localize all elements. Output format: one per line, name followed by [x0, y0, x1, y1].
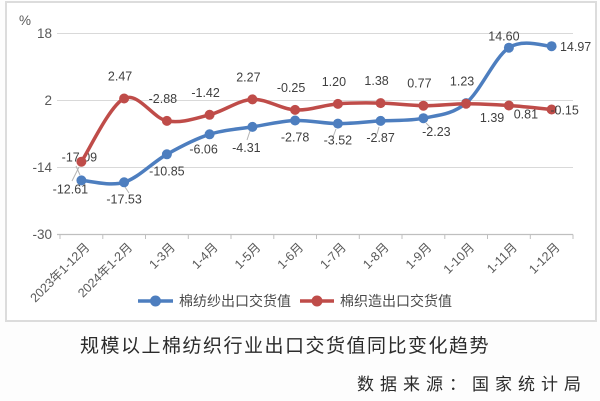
weaving-series-data-label: 1.20: [322, 75, 346, 89]
weaving-series-data-point-marker: [546, 104, 557, 115]
x-axis-category-label: 1-10月: [441, 240, 477, 276]
weaving-series-data-point-marker: [418, 100, 429, 111]
yarn-series-data-point-marker: [247, 121, 258, 132]
yarn-series-data-point-marker: [375, 115, 386, 126]
weaving-series-data-label: -12.61: [53, 183, 88, 197]
weaving-series-data-label: 0.77: [407, 77, 431, 91]
weaving-series-data-point-marker: [161, 115, 172, 126]
y-axis-tick-label: -30: [32, 227, 52, 242]
weaving-series-data-point-marker: [204, 109, 215, 120]
weaving-series-data-point-marker: [332, 98, 343, 109]
y-axis-unit-label: %: [19, 13, 31, 28]
yarn-series-data-point-marker: [546, 41, 557, 52]
legend-label: 棉织造出口交货值: [340, 293, 452, 309]
label-leader-line: [71, 166, 80, 182]
yarn-series-data-label: 14.97: [560, 40, 591, 54]
yarn-series-data-point-marker: [332, 118, 343, 129]
legend-point-marker: [311, 295, 323, 307]
weaving-series-data-point-marker: [461, 98, 472, 109]
yarn-series-data-label: -10.85: [149, 164, 184, 178]
label-leader-line: [425, 122, 432, 129]
weaving-series-data-label: -1.42: [191, 86, 220, 100]
weaving-series-line: [79, 95, 554, 164]
label-leader-line: [124, 186, 130, 194]
weaving-series-data-label: 0.81: [514, 108, 538, 122]
chart-title: 规模以上棉纺织行业出口交货值同比变化趋势: [79, 336, 490, 357]
legend-point-marker: [150, 295, 161, 307]
weaving-series-data-label: 2.27: [236, 70, 260, 84]
x-axis-category-label: 1-12月: [526, 240, 562, 276]
chart-frame: [5, 1, 597, 322]
yarn-series-data-point-marker: [204, 129, 215, 140]
x-axis-category-label: 1-6月: [275, 240, 307, 272]
label-leader-line: [246, 130, 251, 141]
weaving-series-data-point-marker: [119, 93, 130, 104]
weaving-series-data-point-marker: [76, 156, 87, 167]
yarn-series-data-point-marker: [161, 149, 172, 160]
x-axis-category-label: 1-5月: [232, 240, 264, 272]
x-axis-category-label: 1-3月: [146, 240, 178, 272]
weaving-series-data-label: -0.25: [277, 81, 306, 95]
yarn-series-data-label: -2.87: [366, 131, 395, 145]
legend-item-yarn-series: 棉纺纱出口交货值: [138, 293, 291, 309]
weaving-series-data-label: 1.23: [450, 75, 474, 89]
yarn-series-data-point-marker: [76, 175, 87, 186]
data-source-note: 数据来源：国家统计局: [357, 375, 587, 394]
yarn-series-data-label: -2.23: [422, 125, 451, 139]
yarn-series-data-label: -17.53: [106, 192, 141, 206]
weaving-series-data-point-marker: [503, 100, 514, 111]
x-axis-category-label: 1-7月: [317, 240, 349, 272]
weaving-series-data-label: 2.47: [108, 70, 132, 84]
yarn-series-data-label: -3.52: [324, 134, 353, 148]
yarn-series-data-point-marker: [119, 177, 130, 188]
x-axis-category-label: 1-4月: [189, 240, 221, 272]
weaving-series-data-point-marker: [375, 98, 386, 109]
yarn-series-data-label: -4.31: [232, 141, 261, 155]
label-leader-line: [376, 126, 380, 135]
legend-label: 棉纺纱出口交货值: [179, 293, 291, 309]
x-axis-category-label: 1-9月: [403, 240, 435, 272]
x-axis-category-label: 1-11月: [484, 240, 520, 276]
weaving-series-data-label: -2.88: [149, 92, 178, 106]
yarn-series-data-label: 14.60: [488, 30, 519, 44]
x-axis-category-label: 1-8月: [360, 240, 392, 272]
weaving-series-data-label: -0.15: [550, 104, 579, 118]
weaving-series-data-label: 1.38: [364, 74, 388, 88]
y-axis-tick-label: 2: [44, 93, 52, 108]
legend: 棉纺纱出口交货值 棉织造出口交货值: [138, 293, 452, 309]
label-leader-line: [332, 128, 337, 138]
yarn-series-data-point-marker: [290, 115, 301, 126]
label-leader-line: [75, 165, 81, 176]
y-axis-tick-label: 18: [37, 26, 52, 41]
yarn-series-data-point-marker: [503, 42, 514, 53]
y-axis-tick-label: -14: [32, 160, 52, 175]
yarn-series-data-label: -6.06: [189, 142, 218, 156]
yarn-series-data-label: 1.39: [480, 111, 504, 125]
weaving-series-data-point-marker: [247, 94, 258, 105]
yarn-series-data-label: -2.78: [281, 131, 310, 145]
yarn-series-data-point-marker: [418, 113, 429, 124]
weaving-series-data-point-marker: [290, 104, 301, 115]
legend-item-weaving-series: 棉织造出口交货值: [300, 293, 452, 309]
